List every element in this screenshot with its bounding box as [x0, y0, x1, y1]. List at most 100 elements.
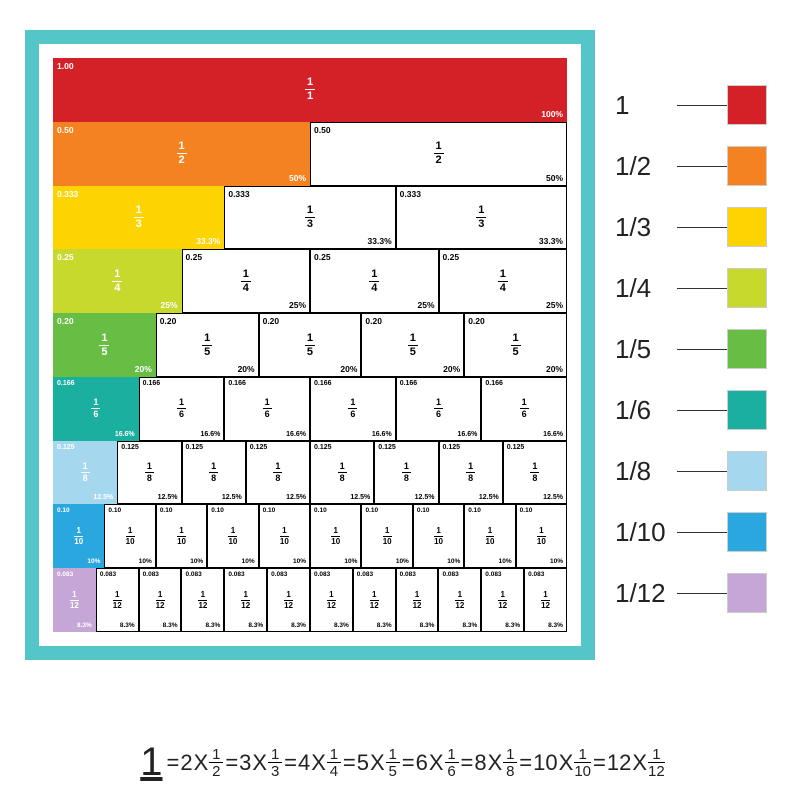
- cell-fraction: 110: [486, 527, 495, 546]
- cell-fraction: 112: [156, 591, 165, 610]
- cell-decimal: 0.125: [378, 444, 396, 451]
- cell-fraction: 112: [284, 591, 293, 610]
- cell-percent: 50%: [546, 173, 563, 183]
- cell-decimal: 0.333: [57, 189, 78, 199]
- cell-fraction: 18: [530, 462, 539, 483]
- cell-decimal: 0.50: [57, 125, 74, 135]
- legend-connector: [677, 288, 727, 289]
- cell-fraction: 16: [177, 398, 186, 419]
- fraction-cell: 0.50 12 50%: [310, 122, 567, 186]
- cell-decimal: 0.50: [314, 125, 331, 135]
- cell-fraction: 18: [466, 462, 475, 483]
- cell-fraction: 18: [145, 462, 154, 483]
- cell-fraction: 110: [280, 527, 289, 546]
- legend-label: 1: [615, 90, 677, 121]
- cell-fraction: 18: [402, 462, 411, 483]
- fraction-cell: 0.1661616.6%: [481, 377, 567, 441]
- fraction-cell: 0.0831128.3%: [353, 568, 396, 632]
- cell-fraction: 15: [511, 333, 521, 358]
- cell-fraction: 14: [241, 269, 251, 294]
- fraction-cell: 0.1251812.5%: [117, 441, 181, 505]
- fraction-cell: 0.201520%: [259, 313, 362, 377]
- cell-fraction: 13: [476, 205, 486, 230]
- cell-decimal: 0.25: [314, 252, 331, 262]
- cell-percent: 10%: [396, 558, 409, 565]
- cell-decimal: 0.25: [57, 252, 74, 262]
- cell-decimal: 0.166: [228, 380, 246, 387]
- cell-decimal: 0.20: [160, 316, 177, 326]
- legend-label: 1/6: [615, 395, 677, 426]
- fraction-cell: 0.201520%: [464, 313, 567, 377]
- cell-percent: 50%: [289, 173, 306, 183]
- legend-label: 1/5: [615, 334, 677, 365]
- cell-percent: 12.5%: [350, 494, 370, 501]
- fraction-cell: 0.0831128.3%: [524, 568, 567, 632]
- equation-term: =6X16: [402, 747, 459, 779]
- cell-fraction: 18: [273, 462, 282, 483]
- cell-decimal: 0.10: [468, 507, 481, 514]
- cell-decimal: 0.083: [485, 571, 501, 578]
- cell-percent: 16.6%: [286, 431, 306, 438]
- equation-term: =2X12: [167, 747, 224, 779]
- fraction-cell: 0.0831128.3%: [481, 568, 524, 632]
- legend-label: 1/10: [615, 517, 677, 548]
- fraction-cell: 0.1011010%: [156, 504, 207, 568]
- fraction-cell: 0.1251812.5%: [439, 441, 503, 505]
- fraction-row-12: 0.083 112 8.3% 0.083 112 8.3% 0.083 112 8.3% 0.08…: [53, 568, 567, 632]
- cell-percent: 8.3%: [77, 622, 92, 629]
- fraction-row-4: 0.251425%0.251425%0.251425%0.251425%: [53, 249, 567, 313]
- cell-percent: 12.5%: [543, 494, 563, 501]
- legend-swatch: [727, 146, 767, 186]
- cell-percent: 12.5%: [158, 494, 178, 501]
- cell-decimal: 0.083: [185, 571, 201, 578]
- legend-item: 1/2: [615, 146, 767, 186]
- cell-fraction: 12: [434, 141, 444, 166]
- cell-fraction: 16: [263, 398, 272, 419]
- cell-percent: 33.3%: [196, 236, 220, 246]
- legend-item: 1/5: [615, 329, 767, 369]
- cell-decimal: 0.166: [485, 380, 503, 387]
- fraction-cell: 0.083 112 8.3%: [139, 568, 182, 632]
- cell-fraction: 14: [498, 269, 508, 294]
- fraction-cell: 0.1011010%: [516, 504, 567, 568]
- legend-connector: [677, 471, 727, 472]
- legend-swatch: [727, 512, 767, 552]
- cell-percent: 8.3%: [420, 622, 435, 629]
- cell-percent: 12.5%: [222, 494, 242, 501]
- cell-fraction: 112: [198, 591, 207, 610]
- cell-percent: 8.3%: [248, 622, 263, 629]
- fraction-cell: 0.1661616.6%: [139, 377, 225, 441]
- cell-decimal: 0.125: [443, 444, 461, 451]
- cell-percent: 10%: [293, 558, 306, 565]
- fraction-row-8: 0.1251812.5%0.1251812.5%0.1251812.5%0.12…: [53, 441, 567, 505]
- cell-decimal: 0.083: [143, 571, 159, 578]
- cell-percent: 16.6%: [372, 431, 392, 438]
- fraction-cell: 0.251425%: [439, 249, 568, 313]
- cell-decimal: 0.10: [365, 507, 378, 514]
- cell-fraction: 11: [305, 77, 315, 102]
- cell-fraction: 16: [520, 398, 529, 419]
- cell-decimal: 0.083: [271, 571, 287, 578]
- fraction-cell: 0.1251812.5%: [182, 441, 246, 505]
- cell-decimal: 0.333: [400, 189, 421, 199]
- legend-item: 1/8: [615, 451, 767, 491]
- cell-percent: 10%: [87, 558, 100, 565]
- cell-decimal: 0.166: [400, 380, 418, 387]
- cell-percent: 8.3%: [120, 622, 135, 629]
- fraction-row-2: 0.501250%0.501250%: [53, 122, 567, 186]
- cell-percent: 16.6%: [200, 431, 220, 438]
- cell-fraction: 112: [113, 591, 122, 610]
- cell-decimal: 0.10: [57, 507, 70, 514]
- fraction-cell: 0.0831128.3%: [267, 568, 310, 632]
- cell-decimal: 0.083: [100, 571, 116, 578]
- cell-fraction: 15: [408, 333, 418, 358]
- cell-decimal: 0.10: [417, 507, 430, 514]
- cell-percent: 10%: [499, 558, 512, 565]
- fraction-cell: 0.1011010%: [104, 504, 155, 568]
- cell-percent: 25%: [289, 300, 306, 310]
- cell-percent: 8.3%: [505, 622, 520, 629]
- cell-percent: 8.3%: [163, 622, 178, 629]
- fraction-cell: 0.3331333.3%: [224, 186, 395, 250]
- cell-decimal: 0.083: [357, 571, 373, 578]
- fraction-cell: 1.0011100%: [53, 58, 567, 122]
